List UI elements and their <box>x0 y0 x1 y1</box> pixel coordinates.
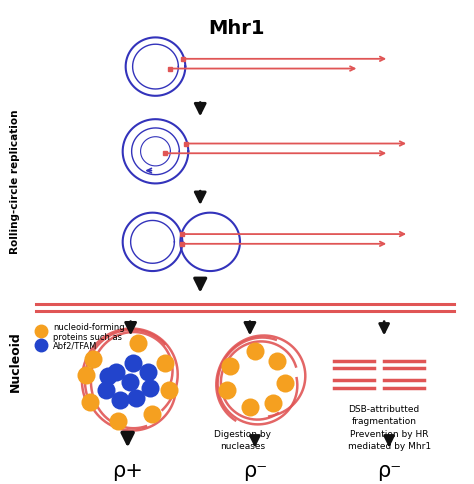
Text: Prevention by HR
mediated by Mhr1: Prevention by HR mediated by Mhr1 <box>347 429 431 450</box>
Text: Abf2/TFAM: Abf2/TFAM <box>53 341 98 350</box>
Text: Rolling-circle replication: Rolling-circle replication <box>10 109 20 253</box>
Text: ρ+: ρ+ <box>112 460 143 480</box>
Text: nucleoid-forming
proteins such as: nucleoid-forming proteins such as <box>53 322 125 341</box>
Text: Digestion by
nucleases: Digestion by nucleases <box>214 429 272 450</box>
Text: DSB-attributted
fragmentation: DSB-attributted fragmentation <box>348 405 420 425</box>
Text: ρ⁻: ρ⁻ <box>243 460 267 480</box>
Text: ρ⁻: ρ⁻ <box>377 460 401 480</box>
Text: Mhr1: Mhr1 <box>209 19 265 38</box>
Text: Nucleoid: Nucleoid <box>9 331 22 391</box>
